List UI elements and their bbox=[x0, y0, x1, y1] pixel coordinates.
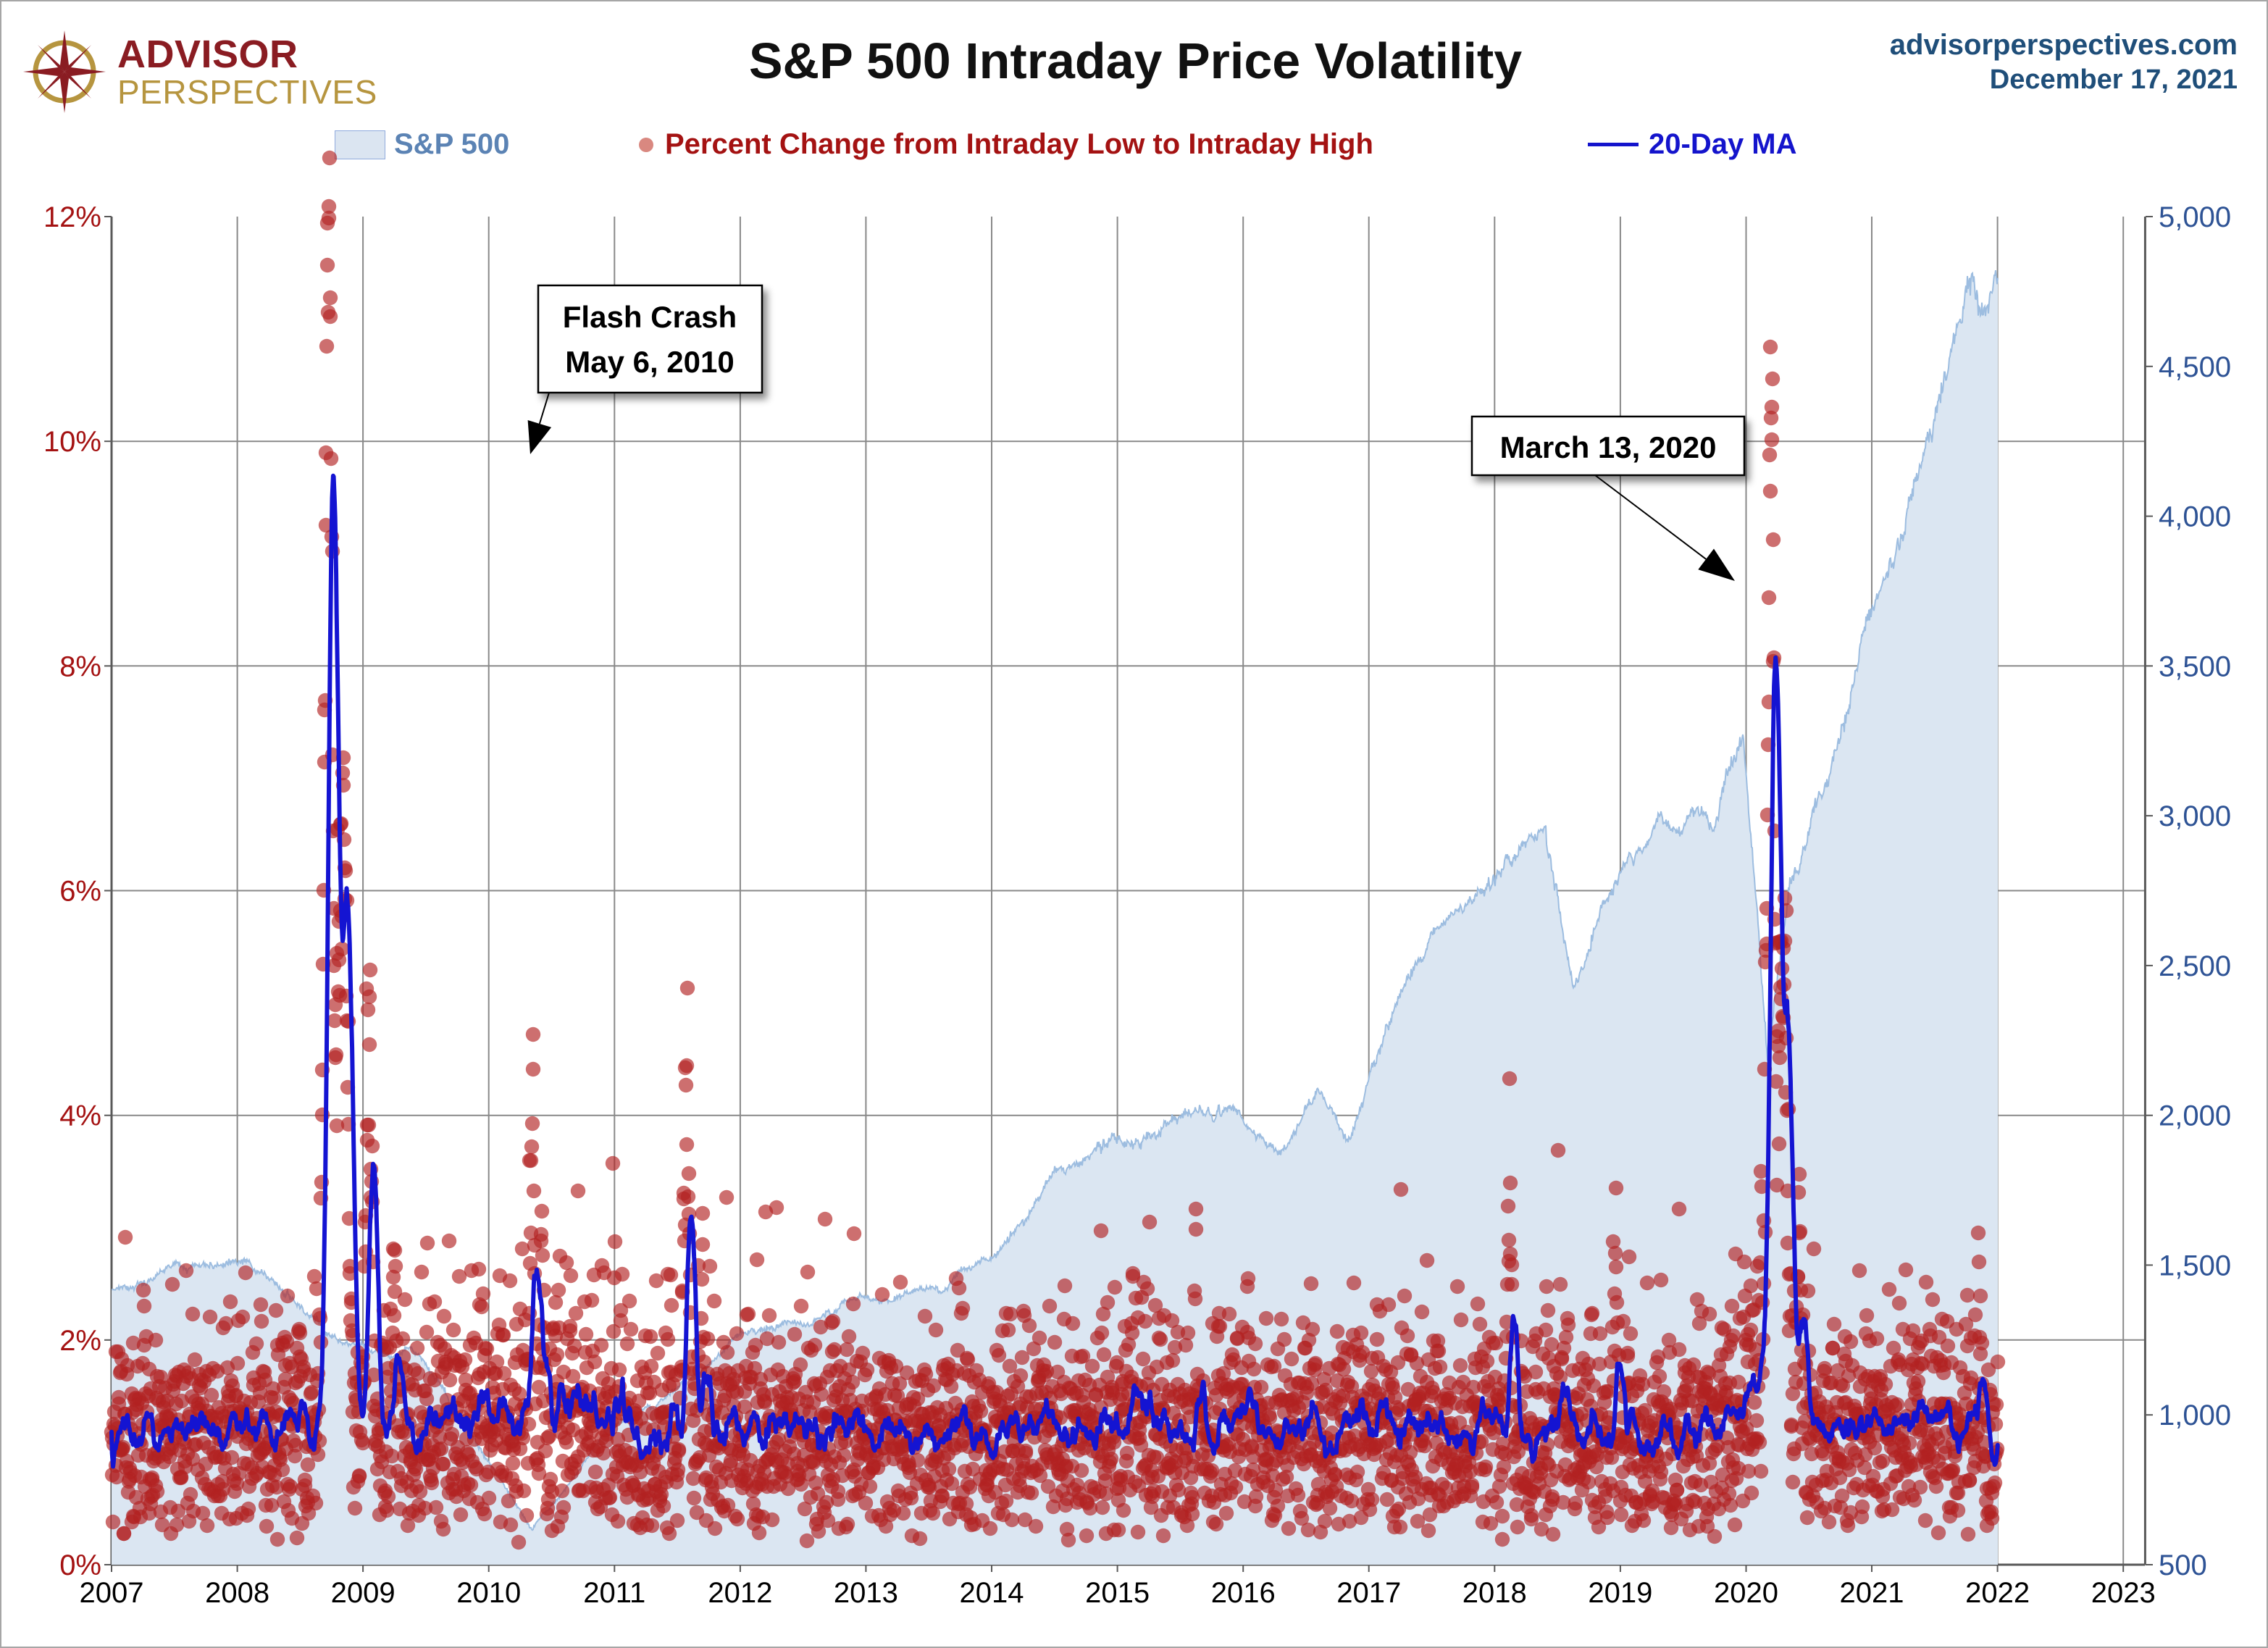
svg-text:2014: 2014 bbox=[960, 1577, 1024, 1609]
svg-text:2021: 2021 bbox=[1840, 1577, 1904, 1609]
svg-text:4,000: 4,000 bbox=[2159, 501, 2231, 533]
svg-text:12%: 12% bbox=[43, 201, 101, 233]
svg-text:2012: 2012 bbox=[708, 1577, 772, 1609]
svg-text:2007: 2007 bbox=[80, 1577, 144, 1609]
svg-text:2020: 2020 bbox=[1714, 1577, 1778, 1609]
svg-text:March 13, 2020: March 13, 2020 bbox=[1500, 430, 1717, 464]
svg-text:1,500: 1,500 bbox=[2159, 1250, 2231, 1281]
svg-text:4,500: 4,500 bbox=[2159, 351, 2231, 383]
svg-text:2019: 2019 bbox=[1588, 1577, 1652, 1609]
svg-text:2015: 2015 bbox=[1085, 1577, 1150, 1609]
svg-text:2011: 2011 bbox=[583, 1577, 645, 1609]
svg-text:Flash Crash: Flash Crash bbox=[563, 300, 737, 334]
svg-text:2,500: 2,500 bbox=[2159, 950, 2231, 982]
svg-text:2017: 2017 bbox=[1336, 1577, 1401, 1609]
svg-text:2%: 2% bbox=[59, 1325, 101, 1357]
svg-text:2010: 2010 bbox=[456, 1577, 521, 1609]
svg-text:3,000: 3,000 bbox=[2159, 800, 2231, 832]
svg-text:2,000: 2,000 bbox=[2159, 1100, 2231, 1132]
svg-text:5,000: 5,000 bbox=[2159, 201, 2231, 233]
svg-text:3,500: 3,500 bbox=[2159, 651, 2231, 682]
svg-text:2008: 2008 bbox=[205, 1577, 269, 1609]
svg-text:6%: 6% bbox=[59, 876, 101, 908]
svg-text:May 6, 2010: May 6, 2010 bbox=[565, 345, 735, 379]
svg-text:2023: 2023 bbox=[2091, 1577, 2156, 1609]
svg-text:1,000: 1,000 bbox=[2159, 1400, 2231, 1431]
svg-text:500: 500 bbox=[2159, 1549, 2207, 1581]
svg-text:8%: 8% bbox=[59, 651, 101, 682]
svg-text:2022: 2022 bbox=[1965, 1577, 2030, 1609]
svg-text:4%: 4% bbox=[59, 1100, 101, 1132]
svg-text:10%: 10% bbox=[43, 426, 101, 458]
svg-text:2009: 2009 bbox=[331, 1577, 396, 1609]
svg-text:2013: 2013 bbox=[834, 1577, 898, 1609]
svg-text:2018: 2018 bbox=[1463, 1577, 1527, 1609]
svg-text:2016: 2016 bbox=[1211, 1577, 1276, 1609]
